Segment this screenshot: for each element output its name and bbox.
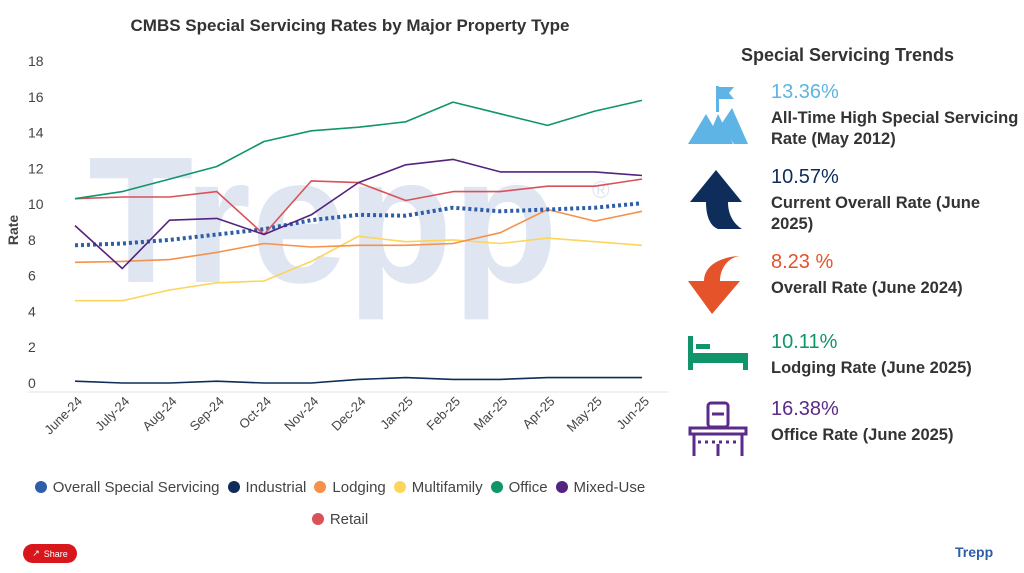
- x-tick-label: Oct-24: [236, 394, 274, 432]
- x-tick-label: June-24: [41, 394, 85, 438]
- legend-swatch: [311, 513, 324, 525]
- stat-value: 13.36%: [771, 81, 839, 103]
- stat-label: Current Overall Rate (June 2025): [771, 194, 981, 233]
- stat-value: 10.57%: [771, 166, 839, 188]
- panel-title: Special Servicing Trends: [740, 45, 955, 65]
- legend-label: Multifamily: [411, 479, 483, 496]
- legend-label: Industrial: [245, 479, 307, 496]
- y-tick-label: 16: [28, 89, 44, 105]
- line-chart: Trepp ® 0 2 4 6 8 10 12 14 16 18 June-24 July-24 Aug…: [5, 53, 668, 438]
- y-tick-label: 8: [28, 232, 36, 248]
- x-tick-label: May-25: [564, 394, 605, 435]
- stat-label: Lodging Rate (June 2025): [771, 359, 972, 377]
- chart-title: CMBS Special Servicing Rates by Major Pr…: [130, 16, 570, 35]
- stat-label: Office Rate (June 2025): [771, 426, 954, 444]
- legend-item[interactable]: Retail: [311, 504, 369, 536]
- y-axis-label: Rate: [5, 215, 21, 246]
- legend: Overall Special Servicing Industrial Lodgi…: [0, 472, 680, 536]
- y-tick-label: 0: [28, 375, 36, 391]
- x-tick-label: Aug-24: [139, 394, 179, 434]
- x-tick-label: Sep-24: [187, 394, 227, 434]
- arrow-down-icon: [688, 256, 742, 314]
- x-tick-label: Jan-25: [377, 394, 416, 433]
- legend-swatch: [227, 481, 240, 493]
- y-tick-label: 12: [28, 160, 44, 176]
- office-desk-icon: [688, 401, 748, 456]
- legend-item[interactable]: Office: [490, 472, 548, 504]
- share-button[interactable]: ↗ Share: [23, 544, 77, 563]
- legend-swatch: [555, 481, 568, 493]
- share-icon: ↗: [32, 548, 40, 558]
- legend-item[interactable]: Lodging: [314, 472, 386, 504]
- arrow-up-icon: [690, 170, 742, 229]
- x-tick-label: Nov-24: [281, 394, 321, 434]
- x-tick-label: Jun-25: [613, 394, 652, 433]
- y-tick-label: 4: [28, 303, 36, 319]
- stat-value: 8.23 %: [771, 251, 834, 273]
- series-line-overall-special-servicing: [74, 201, 643, 248]
- series-line-multifamily: [75, 235, 643, 302]
- legend-item[interactable]: Multifamily: [393, 472, 483, 504]
- legend-label: Office: [508, 479, 548, 496]
- mountain-flag-icon: [688, 86, 748, 144]
- bed-icon: [688, 336, 748, 370]
- share-label: Share: [43, 548, 68, 559]
- series-line-office: [74, 99, 643, 200]
- legend-item[interactable]: Mixed-Use: [555, 472, 646, 504]
- y-tick-label: 18: [28, 53, 44, 69]
- stat-label: All-Time High Special Servicing Rate (Ma…: [771, 109, 1019, 148]
- legend-swatch: [393, 481, 406, 493]
- legend-swatch: [34, 481, 47, 493]
- stat-item: 8.23 % Overall Rate (June 2024): [771, 250, 1023, 299]
- legend-label: Mixed-Use: [573, 479, 646, 496]
- stat-value: 16.38%: [771, 398, 839, 420]
- stat-item: 16.38% Office Rate (June 2025): [771, 397, 1023, 446]
- trepp-watermark: Trepp: [88, 120, 558, 321]
- x-tick-label: July-24: [92, 394, 132, 434]
- stat-item: 10.57% Current Overall Rate (June 2025): [771, 165, 986, 235]
- x-tick-label: Feb-25: [423, 394, 463, 434]
- legend-label: Lodging: [332, 479, 386, 496]
- stat-value: 10.11%: [771, 331, 838, 353]
- registered-mark: ®: [592, 177, 610, 204]
- x-tick-label: Dec-24: [328, 394, 368, 434]
- legend-swatch: [490, 481, 503, 493]
- series-line-mixed-use: [74, 158, 643, 270]
- legend-item[interactable]: Industrial: [227, 472, 307, 504]
- brand-logo: Trepp: [955, 544, 994, 560]
- x-tick-label: Apr-25: [519, 394, 557, 432]
- x-tick-label: Mar-25: [471, 394, 511, 434]
- stat-item: 13.36% All-Time High Special Servicing Ra…: [771, 80, 1023, 150]
- legend-item[interactable]: Overall Special Servicing: [34, 472, 220, 504]
- stat-label: Overall Rate (June 2024): [771, 279, 963, 297]
- legend-swatch: [314, 481, 327, 493]
- series-line-industrial: [74, 376, 642, 384]
- y-tick-label: 6: [28, 268, 36, 284]
- legend-label: Overall Special Servicing: [52, 479, 220, 496]
- y-tick-label: 14: [28, 125, 44, 141]
- stat-item: 10.11% Lodging Rate (June 2025): [771, 330, 1023, 379]
- legend-label: Retail: [329, 511, 369, 528]
- y-tick-label: 2: [28, 339, 36, 355]
- y-tick-label: 10: [28, 196, 44, 212]
